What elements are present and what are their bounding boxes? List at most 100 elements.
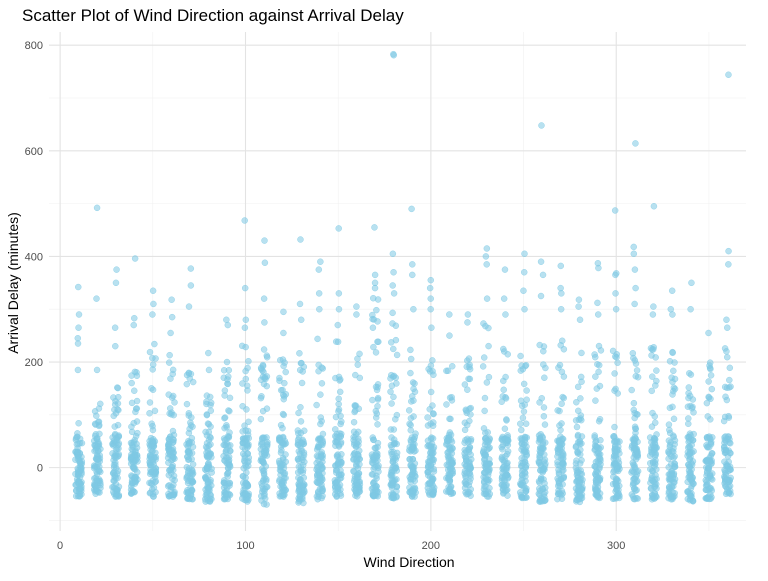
data-point [558, 337, 566, 345]
data-point [335, 290, 343, 297]
data-point [183, 380, 191, 388]
data-point [705, 443, 713, 451]
data-point [704, 413, 712, 420]
data-point [632, 140, 639, 147]
data-point [317, 391, 324, 398]
data-point [429, 449, 436, 457]
data-point [521, 468, 529, 476]
data-point [485, 445, 493, 452]
data-point [685, 420, 692, 428]
data-point [726, 376, 733, 384]
data-point [202, 476, 210, 483]
data-point [206, 497, 214, 505]
data-point [113, 266, 120, 273]
data-point [575, 303, 582, 310]
data-point [521, 305, 528, 313]
data-point [109, 442, 117, 449]
data-point [131, 255, 139, 262]
data-point [393, 351, 401, 359]
data-point [611, 387, 618, 394]
data-point [166, 351, 173, 359]
data-point [372, 349, 380, 356]
data-point [280, 362, 287, 370]
data-point [223, 358, 231, 366]
data-point [609, 495, 617, 503]
data-point [130, 321, 137, 329]
data-point [370, 479, 377, 487]
data-point [557, 262, 565, 270]
data-point [520, 408, 528, 415]
data-point [165, 441, 172, 448]
data-point [723, 348, 730, 355]
data-point [260, 500, 268, 508]
data-point [188, 434, 196, 442]
data-point [115, 406, 122, 414]
data-point [131, 478, 139, 485]
data-point [577, 415, 584, 422]
data-point [430, 443, 438, 451]
data-point [314, 335, 321, 343]
data-point [502, 311, 509, 318]
data-point [446, 429, 454, 436]
data-point [186, 375, 194, 382]
data-point [410, 305, 417, 313]
data-point [390, 345, 397, 353]
data-point [687, 432, 694, 439]
data-point [226, 394, 234, 402]
data-point [481, 460, 488, 467]
data-point [188, 449, 196, 457]
data-point [278, 478, 286, 485]
data-point [467, 451, 474, 459]
data-point [204, 484, 212, 492]
data-point [244, 444, 251, 451]
data-point [132, 448, 139, 456]
data-point [723, 316, 730, 324]
data-point [666, 358, 674, 365]
data-point [149, 477, 157, 484]
data-point [352, 371, 359, 379]
data-point [93, 204, 101, 212]
data-point [146, 451, 154, 459]
data-point [333, 433, 340, 441]
data-point [631, 266, 639, 273]
data-point [665, 464, 672, 471]
data-point [541, 421, 549, 428]
data-point [597, 347, 605, 354]
data-point [74, 366, 82, 374]
data-point [686, 456, 693, 463]
data-point [111, 324, 119, 331]
data-point [613, 351, 620, 358]
data-point [499, 481, 506, 489]
data-point [184, 472, 191, 480]
data-point [633, 471, 641, 478]
data-point [632, 284, 639, 292]
data-point [576, 437, 584, 444]
data-point [690, 409, 697, 416]
data-point [371, 284, 379, 292]
data-point [671, 375, 679, 383]
data-point [686, 473, 693, 480]
data-point [332, 374, 339, 382]
data-point [407, 369, 414, 377]
data-point [299, 466, 307, 474]
data-point [388, 494, 395, 501]
data-point [208, 469, 215, 476]
data-point [221, 424, 228, 432]
data-point [575, 296, 583, 303]
data-point [282, 486, 289, 494]
data-point [166, 492, 174, 499]
data-point [480, 354, 488, 361]
data-point [648, 423, 656, 430]
x-tick-label: 200 [422, 540, 440, 552]
data-point [220, 452, 227, 460]
data-point [389, 250, 397, 258]
data-point [111, 401, 119, 408]
data-point [226, 491, 234, 499]
data-point [74, 430, 81, 437]
data-point [651, 413, 659, 420]
data-point [187, 282, 195, 289]
data-point [185, 303, 193, 310]
data-point [165, 359, 173, 366]
data-point [591, 432, 598, 439]
